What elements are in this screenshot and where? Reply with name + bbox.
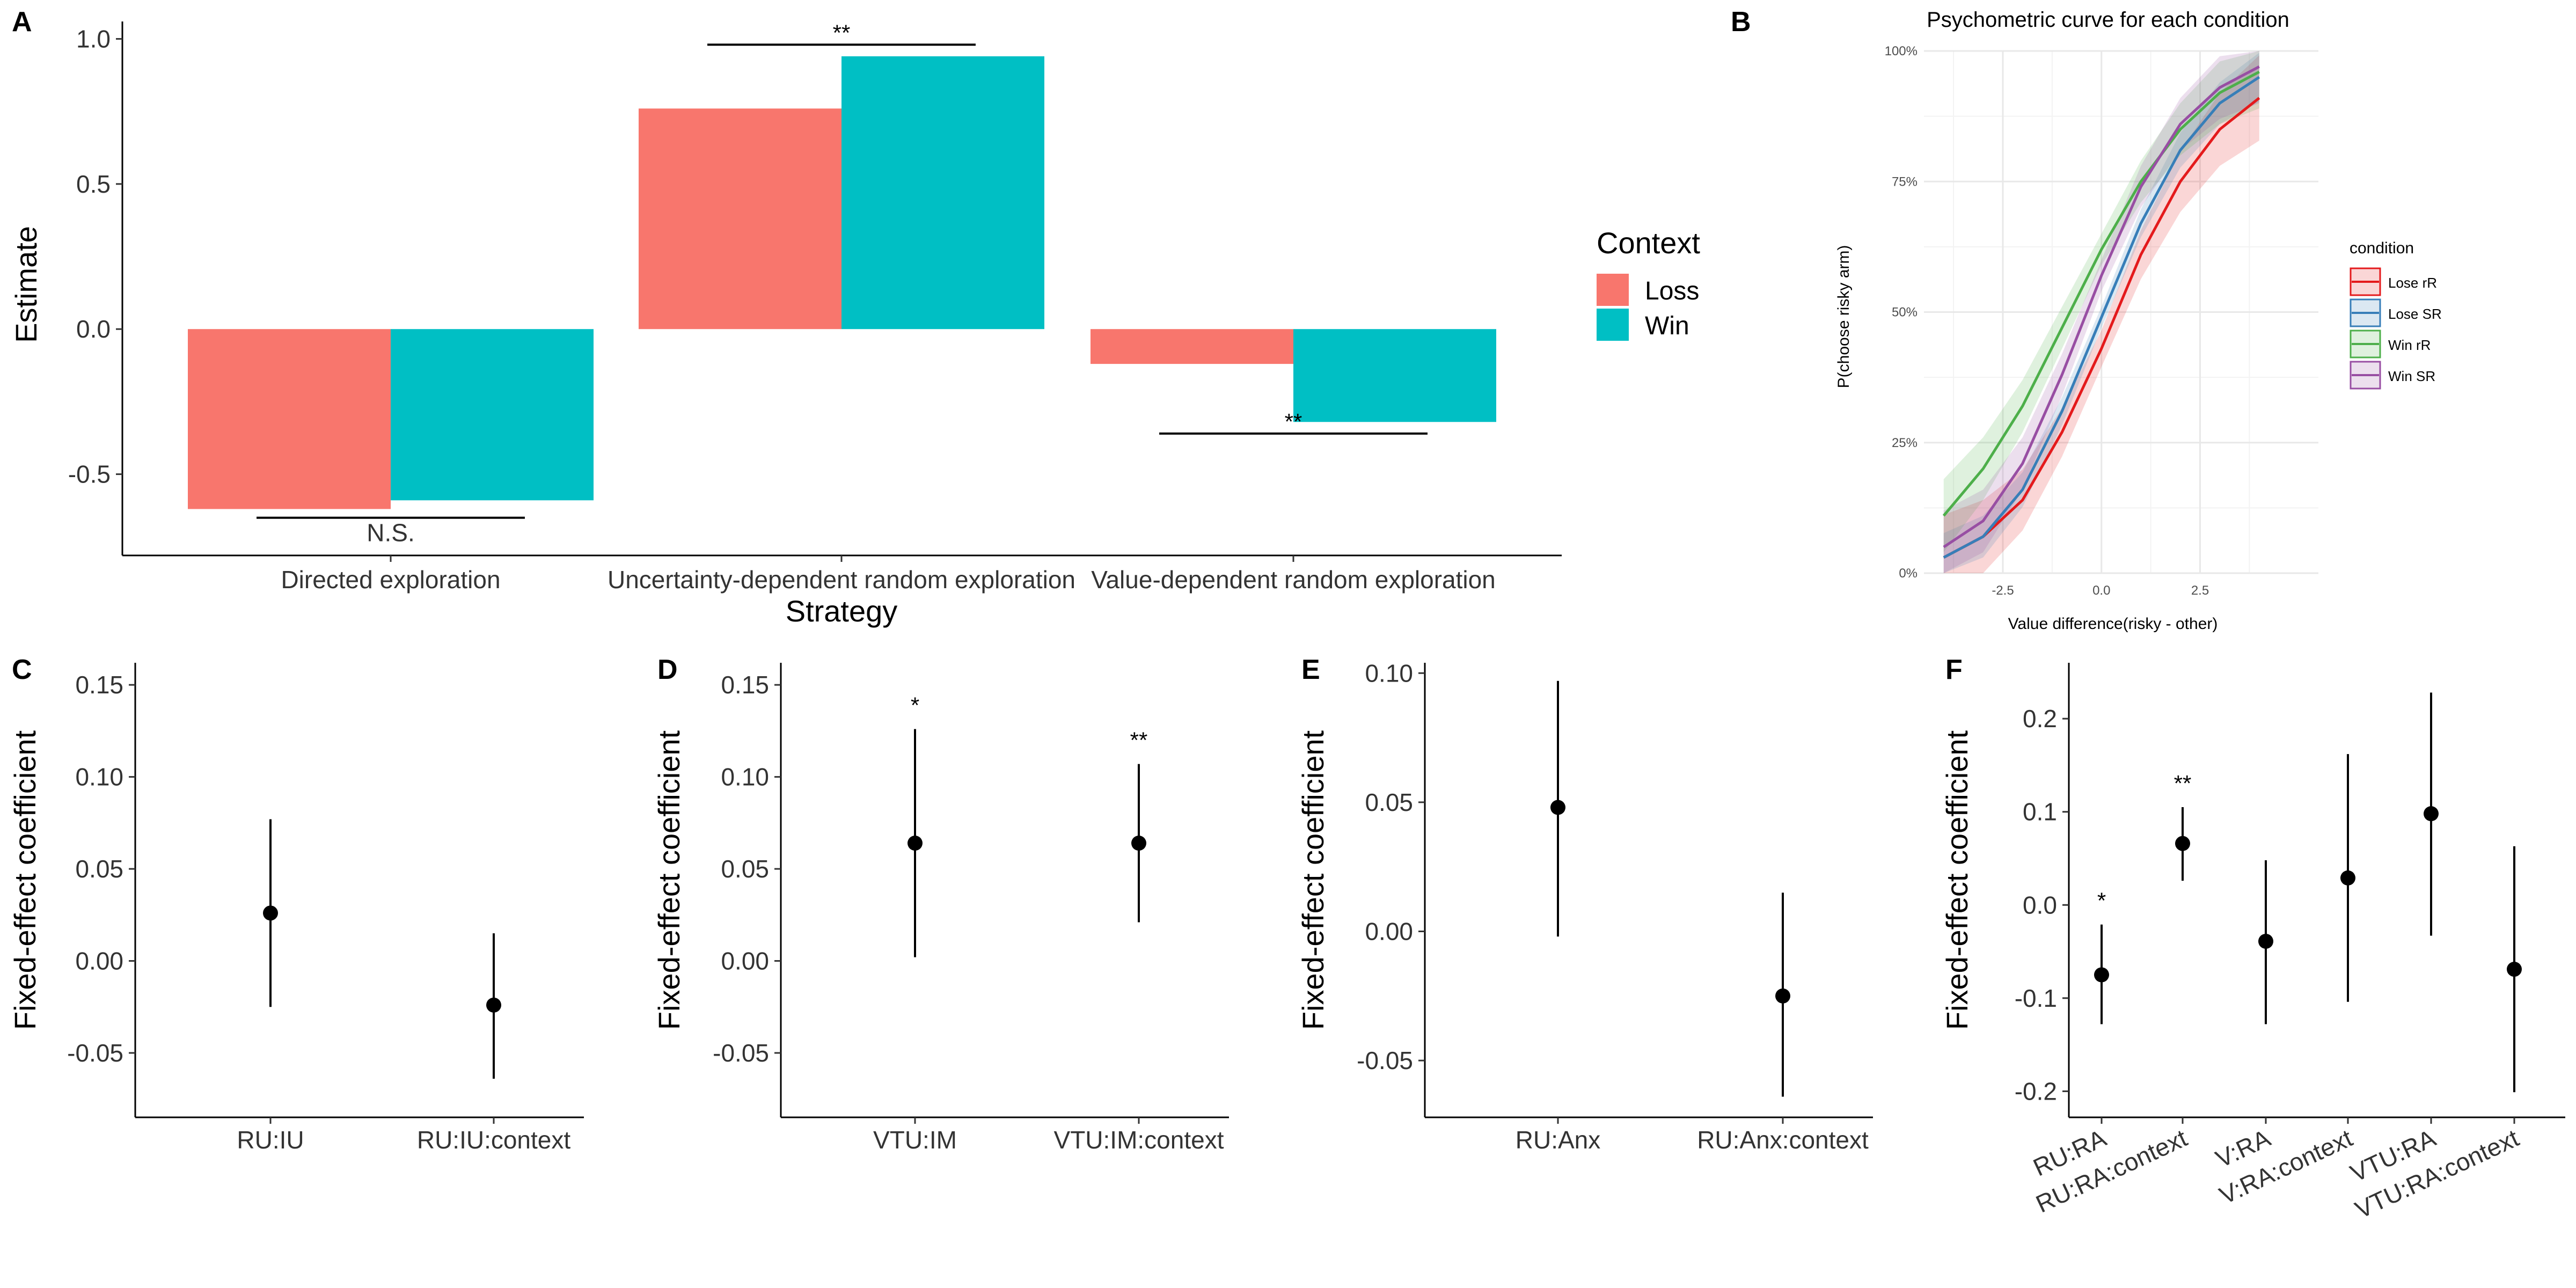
panel-f-point [2258,933,2273,949]
panel-b-ci-ribbon-lose-sr [1943,53,2259,573]
panel-b-curve-win-sr [1943,65,2260,548]
panel-f-point [2424,806,2439,822]
panel-a-category-label-1: Directed exploration [281,566,500,594]
panel-f-significance-label: * [2097,888,2106,913]
panel-a-ylabel: Estimate [9,226,43,343]
panel-letter-c: C [12,654,32,685]
panel-b-legend-label-lose-rr: Lose rR [2388,275,2437,291]
panel-e-point [1550,800,1565,815]
panel-a-ytick-label: -0.5 [68,460,111,488]
panel-d-ytick-label: -0.05 [713,1039,769,1067]
panel-b-legend-label-win-sr: Win SR [2388,368,2435,384]
panel-b-ytick-label: 0% [1899,566,1918,581]
panel-c-ylabel: Fixed-effect coefficient [8,730,42,1030]
panel-b-xlabel: Value difference(risky - other) [2008,615,2218,633]
panel-c-ytick-label: 0.05 [75,855,123,883]
panel-letter-e: E [1301,654,1320,685]
panel-c-ytick-label: 0.10 [75,763,123,791]
panel-a-ytick-label: 0.0 [76,315,111,343]
panel-c-ytick-label: 0.15 [75,671,123,699]
panel-f-point [2175,836,2190,851]
panel-letter-a: A [12,6,32,38]
panel-f-ylabel: Fixed-effect coefficient [1940,730,1974,1030]
panel-b-curve-win-rr [1942,70,2260,517]
panel-f-point [2507,962,2522,977]
panel-e-point [1775,988,1790,1004]
panel-a-significance-label: N.S. [367,519,414,547]
panel-b-ytick-label: 75% [1892,174,1918,189]
panel-b-ci-ribbon-lose-rr [1943,55,2259,573]
panel-a-bar-loss [1091,329,1293,364]
panel-letter-b: B [1731,6,1751,38]
panel-e-ytick-label: 0.10 [1365,659,1413,687]
panel-d-ylabel: Fixed-effect coefficient [652,730,686,1030]
panel-e-xtick-label: RU:Anx:context [1697,1126,1869,1154]
panel-d-significance-label: * [911,692,919,718]
panel-b-ytick-label: 50% [1892,305,1918,320]
panel-f-ytick-label: 0.2 [2023,705,2057,733]
panel-a-significance-label: ** [1285,409,1302,434]
panel-d-xtick-label: VTU:IM [873,1126,957,1154]
panel-a-legend-label-loss: Loss [1645,277,1699,305]
panel-c-xtick-label: RU:IU [237,1126,304,1154]
panel-a-category-label-2: Uncertainty-dependent random exploration [608,566,1075,594]
panel-b-ytick-label: 25% [1892,436,1918,450]
panel-a-ytick-label: 1.0 [76,25,111,53]
panel-d-xtick-label: VTU:IM:context [1054,1126,1224,1154]
panel-a-legend-label-win: Win [1645,312,1689,340]
panel-d-ytick-label: 0.05 [721,855,769,883]
panel-b-ytick-label: 100% [1885,44,1918,58]
panel-f-ytick-label: -0.1 [2015,984,2057,1012]
panel-a-legend-title: Context [1597,226,1700,260]
panel-f-point [2094,967,2109,983]
panel-b-curve-lose-sr [1943,76,2260,559]
panel-d-point [908,836,923,851]
panel-a-bar-loss [639,108,841,330]
panel-c-xtick-label: RU:IU:context [417,1126,571,1154]
panel-c-point [263,905,278,921]
panel-d-ytick-label: 0.15 [721,671,769,699]
panel-a-legend-key-loss [1597,274,1629,306]
panel-e-ytick-label: -0.05 [1357,1046,1413,1074]
panel-e-ytick-label: 0.00 [1365,918,1413,946]
panel-e-xtick-label: RU:Anx [1516,1126,1600,1154]
panel-f-ytick-label: 0.0 [2023,891,2057,919]
panel-letter-d: D [657,654,678,685]
panel-a-xlabel: Strategy [786,594,898,628]
panel-c-ytick-label: -0.05 [67,1039,123,1067]
panel-a-ytick-label: 0.5 [76,170,111,198]
panel-d-ytick-label: 0.10 [721,763,769,791]
panel-b-legend-label-lose-sr: Lose SR [2388,306,2442,322]
panel-a-category-label-3: Value-dependent random exploration [1091,566,1496,594]
panel-e-ylabel: Fixed-effect coefficient [1296,730,1330,1030]
panel-c-point [486,997,501,1013]
panel-a-legend-key-win [1597,309,1629,341]
panel-c-ytick-label: 0.00 [75,947,123,975]
panel-b-legend-title: condition [2350,239,2414,257]
panel-a-bar-win [841,56,1044,330]
panel-a-significance-label: ** [833,20,851,45]
panel-e-ytick-label: 0.05 [1365,788,1413,816]
panel-d-significance-label: ** [1130,728,1148,753]
panel-a-bar-loss [188,329,391,509]
panel-d-ytick-label: 0.00 [721,947,769,975]
panel-b-legend-label-win-rr: Win rR [2388,337,2431,353]
panel-f-point [2340,870,2355,885]
panel-d-point [1131,836,1146,851]
panel-b-ci-ribbon-win-sr [1943,51,2259,573]
panel-b-xtick-label: 2.5 [2191,583,2209,598]
panel-b-ylabel: P(choose risky arm) [1835,245,1853,389]
panel-f-significance-label: ** [2174,771,2192,796]
panel-b-xtick-label: -2.5 [1992,583,2014,598]
panel-b-curve-lose-rr [1943,97,2260,559]
panel-a-bar-win [1293,329,1496,422]
panel-f-ytick-label: 0.1 [2023,798,2057,826]
panel-f-ytick-label: -0.2 [2015,1077,2057,1105]
panel-b-title: Psychometric curve for each condition [1927,8,2289,32]
panel-b-xtick-label: 0.0 [2092,583,2110,598]
panel-letter-f: F [1945,654,1963,685]
panel-a-bar-win [391,329,594,501]
panel-b-ci-ribbon-win-rr [1943,51,2259,553]
